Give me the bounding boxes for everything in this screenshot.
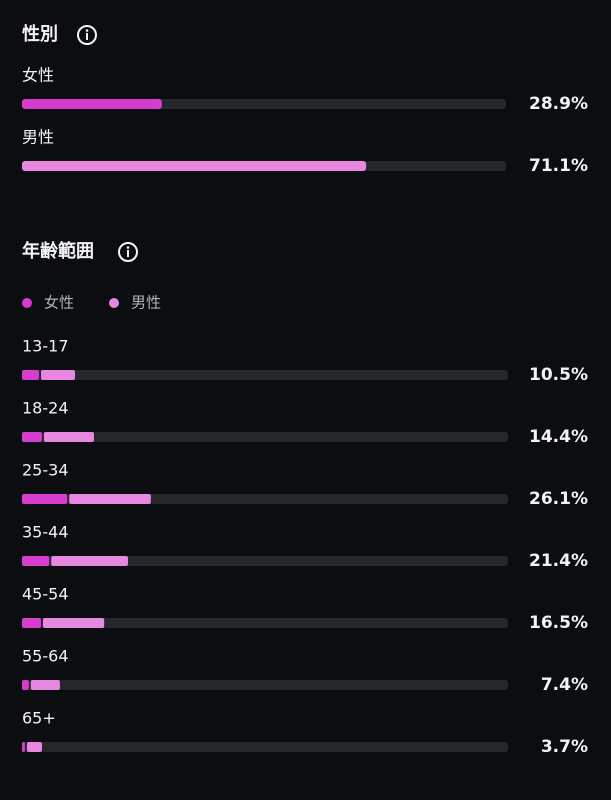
value-label: 21.4% [529, 551, 588, 571]
legend-dot [109, 298, 119, 308]
row-label: 65+ [22, 709, 56, 728]
row-label: 55-64 [22, 647, 69, 666]
bar-segment-female [22, 742, 25, 752]
bar-segment-female [22, 432, 42, 442]
bar-segment-female [22, 370, 40, 380]
info-icon[interactable] [77, 25, 97, 45]
bar [22, 99, 162, 109]
row-label: 35-44 [22, 523, 69, 542]
section-title: 年齢範囲 [22, 240, 94, 262]
row-label: 男性 [22, 128, 54, 147]
row-label: 18-24 [22, 399, 69, 418]
row-label: 25-34 [22, 461, 69, 480]
row-label: 女性 [22, 66, 54, 85]
bar-track [22, 556, 508, 566]
value-label: 28.9% [529, 94, 588, 114]
bar-segment-male [42, 618, 105, 628]
bar-track [22, 370, 508, 380]
bar-segment-female [22, 556, 50, 566]
section-title: 性別 [22, 23, 58, 45]
legend-label: 女性 [44, 294, 74, 312]
value-label: 14.4% [529, 427, 588, 447]
bar-segment-female [22, 494, 68, 504]
bar-segment-male [43, 432, 94, 442]
bar-segment-male [41, 370, 76, 380]
value-label: 3.7% [541, 737, 588, 757]
value-label: 26.1% [529, 489, 588, 509]
bar-track [22, 432, 508, 442]
bar-segment-female [22, 618, 41, 628]
row-label: 45-54 [22, 585, 69, 604]
bar [22, 161, 367, 171]
legend-label: 男性 [131, 294, 161, 312]
bar-track [22, 680, 508, 690]
bar-track [22, 618, 508, 628]
bar-segment-male [30, 680, 60, 690]
legend-dot [22, 298, 32, 308]
bar-track [22, 742, 508, 752]
value-label: 10.5% [529, 365, 588, 385]
info-icon[interactable] [118, 242, 138, 262]
bar-segment-male [69, 494, 151, 504]
value-label: 7.4% [541, 675, 588, 695]
value-label: 16.5% [529, 613, 588, 633]
value-label: 71.1% [529, 156, 588, 176]
bar-segment-male [51, 556, 129, 566]
bar-segment-female [22, 680, 29, 690]
bar-segment-male [26, 742, 42, 752]
row-label: 13-17 [22, 337, 69, 356]
